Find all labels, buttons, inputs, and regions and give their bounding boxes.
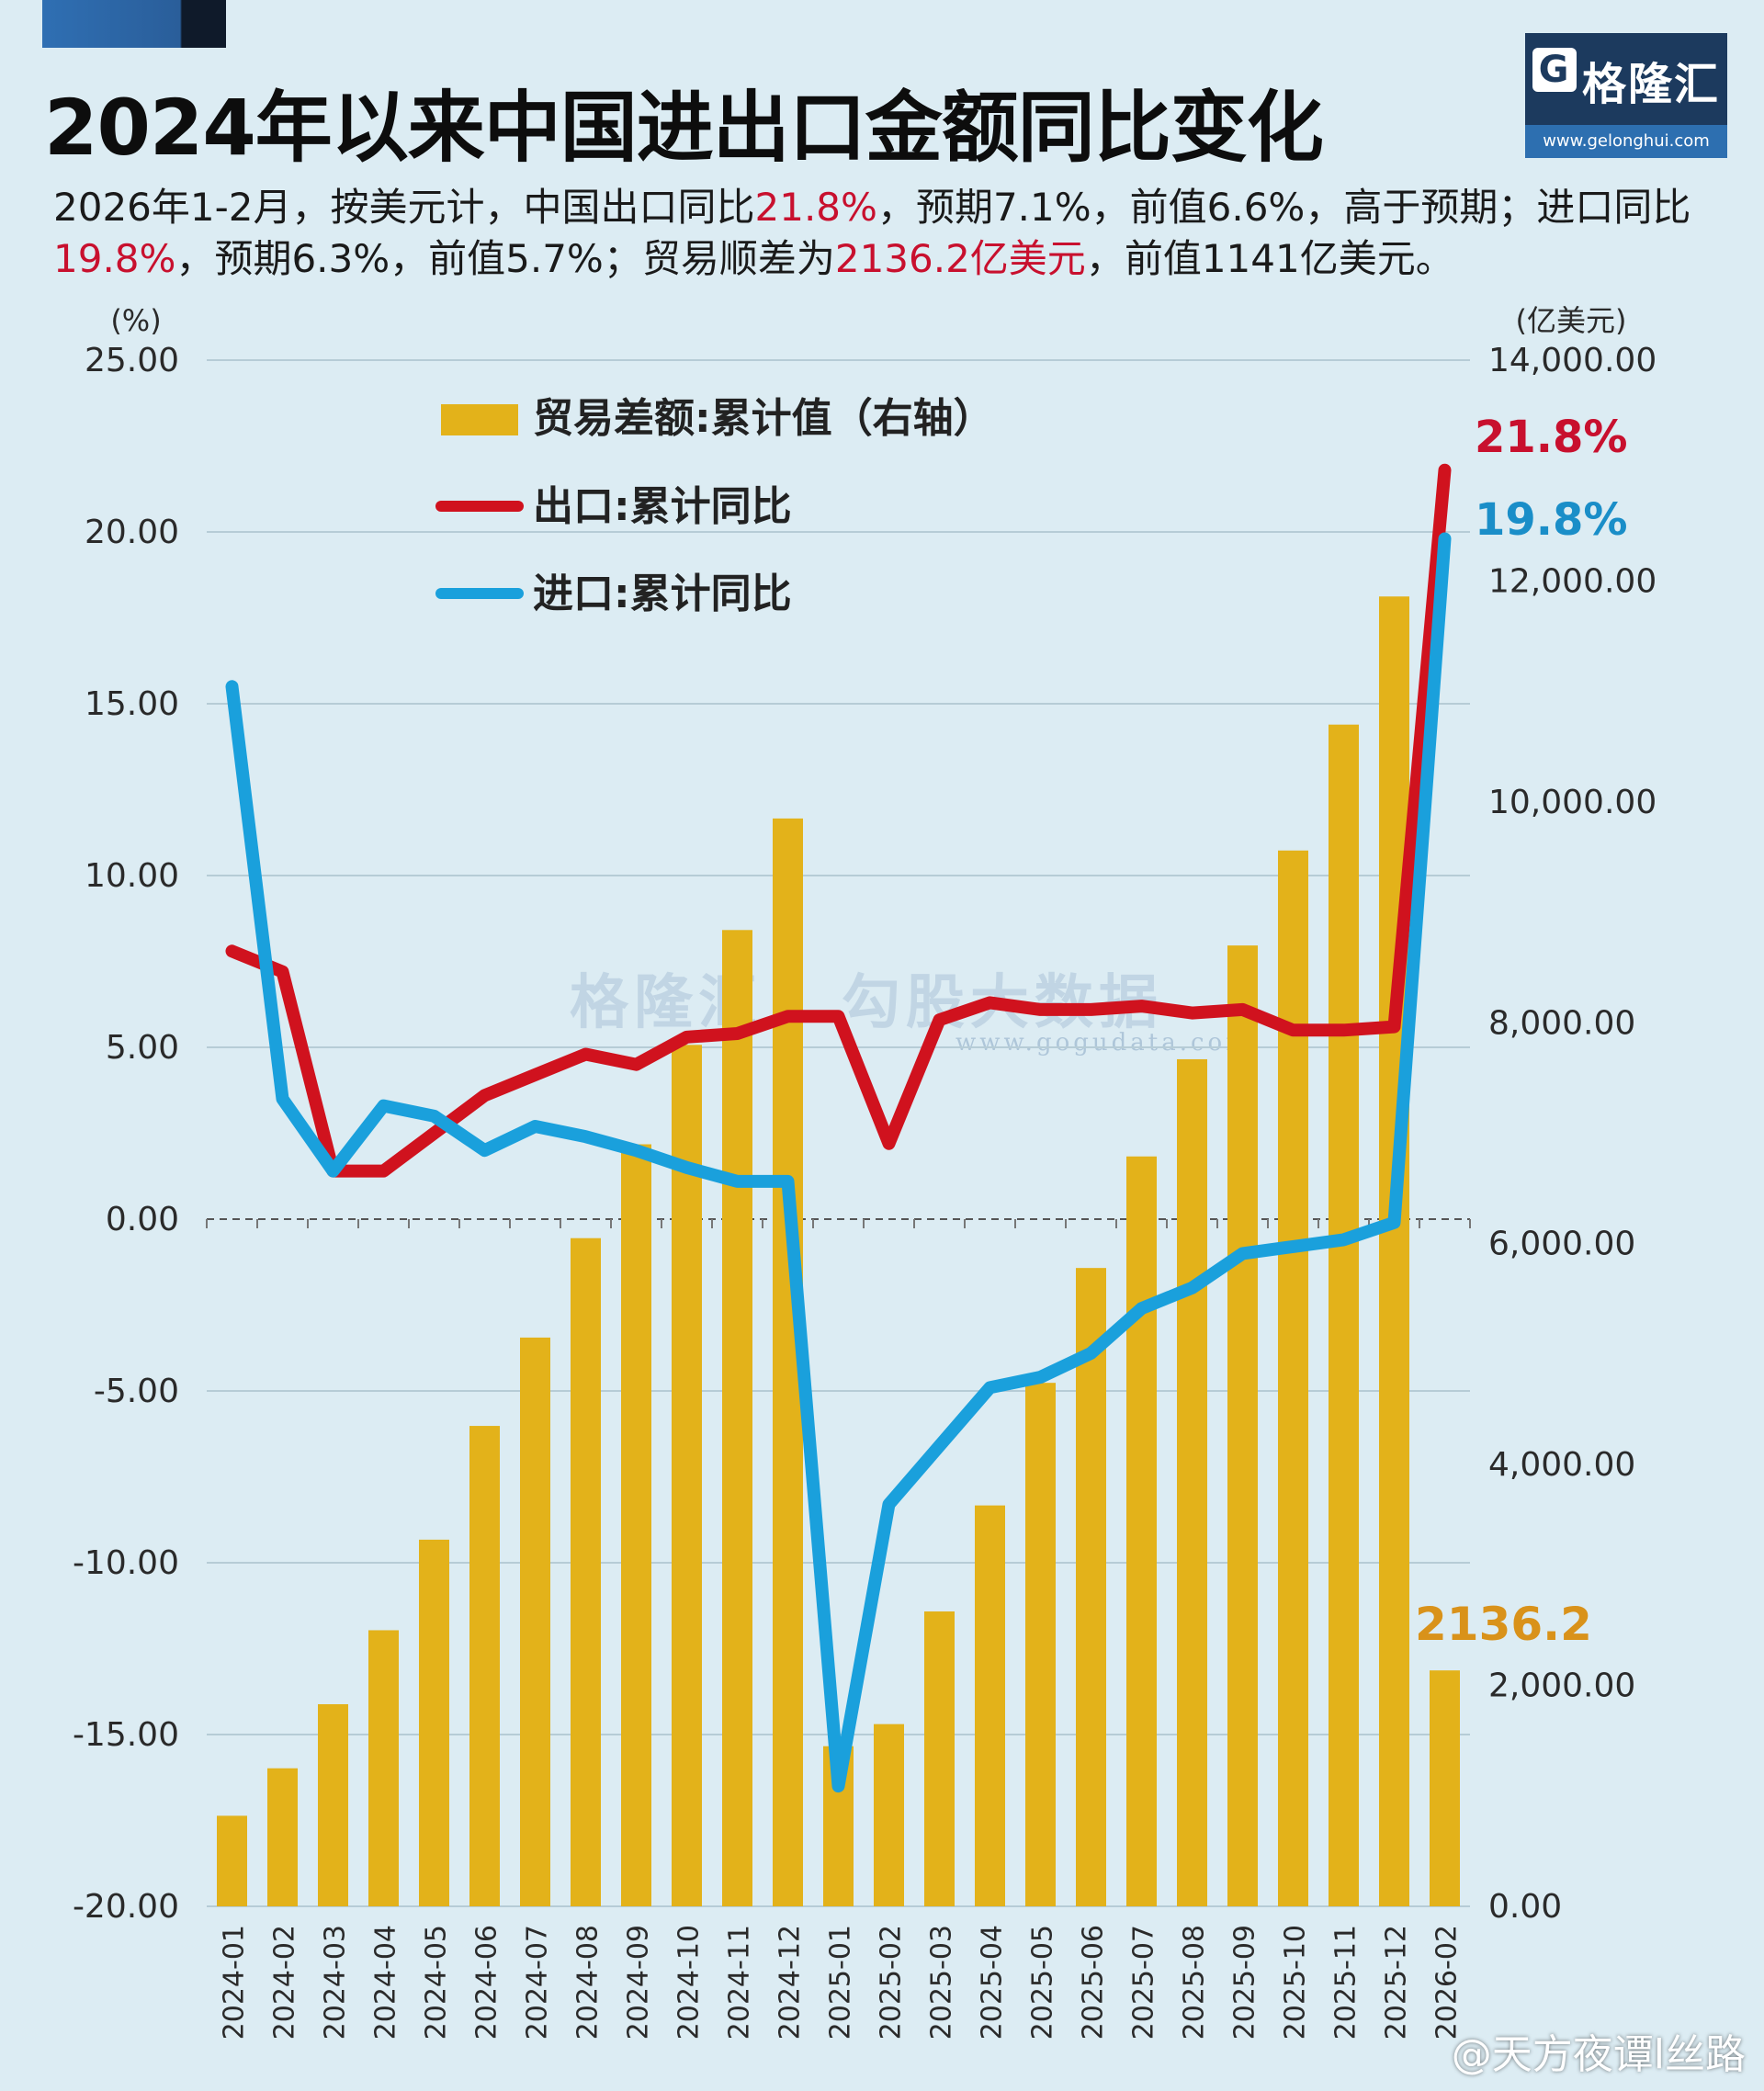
x-tick-label: 2025-07 [1128,1925,1160,2040]
summary-surplus-value: 2136.2亿美元 [834,236,1086,281]
x-tick-label: 2025-10 [1280,1925,1312,2040]
x-tick-label: 2025-03 [926,1925,958,2040]
left-tick-label: -15.00 [73,1716,179,1754]
footer-credit: @天方夜谭l丝路 [1451,2031,1746,2078]
x-tick-label: 2024-12 [775,1925,807,2040]
summary-part-3: ，预期6.3%，前值5.7%；贸易顺差为 [175,236,835,281]
x-tick-label: 2024-10 [673,1925,706,2040]
x-tick-label: 2024-11 [724,1925,756,2040]
left-tick-label: 5.00 [106,1029,179,1067]
summary-import-value: 19.8% [53,236,176,281]
legend-bar-swatch [441,404,518,435]
right-tick-label: 6,000.00 [1488,1226,1635,1263]
bar-trade-balance [1227,945,1258,1906]
bar-trade-balance [1278,850,1308,1906]
legend-export-label: 出口:累计同比 [533,483,792,530]
x-tick-label: 2024-05 [421,1925,453,2040]
bar-trade-balance [975,1505,1005,1906]
left-tick-label: 20.00 [85,514,179,551]
left-tick-label: -5.00 [94,1373,179,1410]
bar-trade-balance [368,1630,399,1906]
left-tick-label: -10.00 [73,1544,179,1582]
line-import [225,532,1452,1793]
brand-logo: G 格隆汇 www.gelonghui.com [1525,33,1727,158]
summary-text: 2026年1-2月，按美元计，中国出口同比21.8%，预期7.1%，前值6.6%… [53,182,1707,285]
import-end-label: 19.8% [1475,494,1628,546]
x-tick-label: 2025-06 [1078,1925,1110,2040]
x-tick-label: 2024-06 [471,1925,503,2040]
summary-export-value: 21.8% [754,185,877,230]
logo-brand-name: 格隆汇 [1581,59,1720,110]
right-tick-label: 2,000.00 [1488,1667,1635,1705]
bar-trade-balance [1177,1058,1207,1906]
x-tick-label: 2025-01 [825,1925,857,2040]
bar-trade-balance [267,1768,298,1906]
x-tick-label: 2024-09 [623,1925,655,2040]
bar-trade-balance [722,930,752,1907]
left-tick-label: 0.00 [106,1201,179,1238]
legend-import-label: 进口:累计同比 [533,571,792,617]
bar-trade-balance [469,1426,500,1906]
summary-part-4: ，前值1141亿美元。 [1085,236,1454,281]
x-tick-label: 2024-02 [269,1925,301,2040]
left-tick-label: 10.00 [85,857,179,895]
bar-trade-balance [924,1611,955,1906]
summary-part-2: ，预期7.1%，前值6.6%，高于预期；进口同比 [876,185,1691,230]
x-tick-label: 2025-05 [1027,1925,1059,2040]
bar-trade-balance [1025,1383,1056,1906]
logo-brand-text: G 格隆汇 [1525,48,1727,112]
export-end-label: 21.8% [1475,412,1628,463]
top-accent-bar [42,0,226,48]
right-tick-label: 12,000.00 [1488,562,1657,600]
left-tick-label: 15.00 [85,685,179,723]
x-tick-label: 2025-11 [1330,1925,1363,2040]
bar-trade-balance [1126,1156,1157,1906]
x-tick-label: 2025-02 [876,1925,908,2040]
bar-trade-balance [419,1539,449,1906]
legend-bar-label: 贸易差额:累计值（右轴） [533,395,994,442]
x-tick-label: 2024-08 [572,1925,605,2040]
bar-trade-balance [571,1238,601,1906]
x-tick-label: 2025-12 [1381,1925,1413,2040]
logo-g-icon: G [1532,48,1577,92]
x-tick-label: 2024-01 [219,1925,251,2040]
x-tick-label: 2025-04 [977,1925,1009,2040]
right-tick-label: 0.00 [1488,1888,1562,1926]
bar-end-label: 2136.2 [1415,1598,1592,1651]
line-export [225,463,1452,1178]
bar-trade-balance [874,1724,904,1906]
left-tick-label: 25.00 [85,342,179,379]
right-tick-label: 8,000.00 [1488,1004,1635,1042]
watermark-url: www.gogudata.com [956,1029,1252,1057]
right-axis-unit: (亿美元) [1516,303,1627,338]
bar-trade-balance [520,1337,550,1906]
x-tick-label: 2024-03 [320,1925,352,2040]
summary-part-1: 2026年1-2月，按美元计，中国出口同比 [53,185,755,230]
right-tick-label: 10,000.00 [1488,784,1657,821]
bar-trade-balance [672,1045,702,1906]
x-tick-label: 2024-04 [370,1925,402,2040]
x-tick-label: 2024-07 [522,1925,554,2040]
bar-trade-balance [1076,1268,1106,1906]
logo-url: www.gelonghui.com [1525,125,1727,158]
bar-trade-balance [1430,1670,1460,1906]
x-tick-label: 2026-02 [1431,1925,1464,2040]
left-axis-unit: (%) [110,303,161,338]
right-tick-label: 4,000.00 [1488,1446,1635,1484]
bar-trade-balance [1329,724,1359,1906]
page-title: 2024年以来中国进出口金额同比变化 [44,83,1324,173]
right-tick-label: 14,000.00 [1488,342,1657,379]
bar-trade-balance [318,1704,348,1906]
bar-trade-balance [1379,596,1409,1906]
x-tick-label: 2025-08 [1179,1925,1211,2040]
bar-trade-balance [217,1815,247,1906]
left-tick-label: -20.00 [73,1888,179,1926]
bar-trade-balance [621,1144,651,1906]
x-tick-label: 2025-09 [1229,1925,1261,2040]
